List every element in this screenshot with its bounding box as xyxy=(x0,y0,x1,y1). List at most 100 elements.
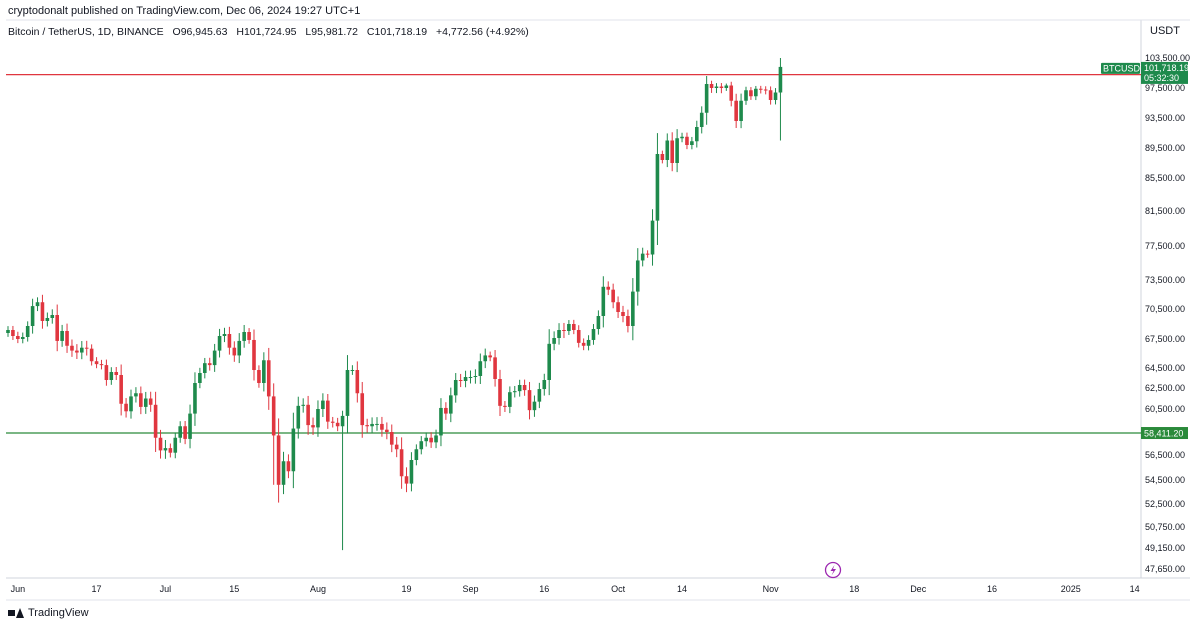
candle xyxy=(355,361,360,403)
candle xyxy=(640,247,645,267)
price-tick-label: 89,500.00 xyxy=(1145,143,1185,153)
candle xyxy=(567,320,571,335)
candle xyxy=(493,350,497,387)
candle xyxy=(247,328,251,344)
tradingview-logo[interactable]: TradingView xyxy=(8,606,89,620)
last-price-value: 101,718.19 xyxy=(1144,63,1189,73)
candle xyxy=(360,381,365,438)
horizontal-levels[interactable] xyxy=(6,73,1141,434)
candle xyxy=(655,133,660,245)
time-tick-label: 16 xyxy=(539,584,549,594)
time-tick-label: Aug xyxy=(310,584,326,594)
candle xyxy=(266,347,271,410)
candle xyxy=(665,133,670,168)
candle xyxy=(321,393,325,418)
candle xyxy=(449,387,453,423)
price-tick-label: 54,500.00 xyxy=(1145,475,1185,485)
candle xyxy=(227,326,232,355)
candle xyxy=(94,357,99,369)
time-tick-label: Oct xyxy=(611,584,626,594)
candle xyxy=(434,429,438,449)
price-tick-label: 93,500.00 xyxy=(1145,113,1185,123)
candle xyxy=(606,281,611,296)
candle xyxy=(276,418,281,503)
price-axis[interactable]: 103,500.00 97,500.00 93,500.00 89,500.00 85,… xyxy=(1145,53,1190,574)
symbol-legend: Bitcoin / TetherUS, 1D, BINANCE O96,945.… xyxy=(8,26,535,38)
candle xyxy=(16,331,20,344)
candle xyxy=(60,324,64,347)
time-tick-label: 2025 xyxy=(1061,584,1081,594)
price-tick-label: 81,500.00 xyxy=(1145,206,1185,216)
candle xyxy=(203,357,207,379)
candle xyxy=(316,400,320,437)
candle xyxy=(547,329,551,396)
candle xyxy=(271,383,276,485)
candle xyxy=(350,365,355,375)
candle xyxy=(631,278,635,341)
time-tick-label: Jul xyxy=(160,584,172,594)
candle xyxy=(153,391,158,452)
time-axis[interactable]: Jun 17 Jul 15 Aug 19 Sep 16 Oct 14 Nov 18 Dec 16 2025 1… xyxy=(11,584,1200,594)
time-tick-label: Nov xyxy=(763,584,780,594)
lightning-icon[interactable] xyxy=(824,561,842,579)
candle xyxy=(532,395,537,417)
candle xyxy=(311,417,315,435)
candle xyxy=(714,83,719,94)
candle xyxy=(252,329,256,381)
candle xyxy=(414,444,419,466)
candle xyxy=(40,294,45,329)
candle xyxy=(148,391,153,412)
candle xyxy=(616,296,620,318)
candle xyxy=(670,132,674,172)
candle xyxy=(749,87,753,100)
level-price-tag: 58,411.20 xyxy=(1141,427,1188,440)
candle xyxy=(719,83,724,94)
brand-name: TradingView xyxy=(28,607,89,619)
candle xyxy=(262,352,266,392)
price-tick-label: 85,500.00 xyxy=(1145,173,1185,183)
candle xyxy=(11,325,15,341)
candle xyxy=(778,58,783,141)
price-tick-label: 67,500.00 xyxy=(1145,334,1185,344)
ohlc-low: L95,981.72 xyxy=(305,26,358,38)
ohlc-open: O96,945.63 xyxy=(172,26,228,38)
candle xyxy=(611,283,615,309)
candle xyxy=(704,75,709,125)
candle xyxy=(188,404,192,449)
candle xyxy=(527,381,532,420)
candle xyxy=(119,364,123,416)
candle xyxy=(409,452,414,492)
candle xyxy=(20,332,25,344)
candle xyxy=(429,432,433,448)
candle xyxy=(326,393,330,429)
candle xyxy=(572,319,576,335)
candle xyxy=(168,443,173,458)
symbol-name[interactable]: Bitcoin / TetherUS, 1D, BINANCE xyxy=(8,26,164,38)
price-tick-label: 60,500.00 xyxy=(1145,404,1185,414)
candle xyxy=(473,369,478,384)
candle xyxy=(217,328,222,358)
candle xyxy=(134,387,138,403)
price-tick-label: 52,500.00 xyxy=(1145,499,1185,509)
candle xyxy=(626,309,630,333)
publisher-line: cryptodonalt published on TradingView.co… xyxy=(8,5,361,17)
candle xyxy=(212,343,217,372)
candle xyxy=(114,367,119,381)
candle xyxy=(478,353,483,384)
price-scale-currency[interactable]: USDT xyxy=(1150,25,1180,37)
price-tick-label: 50,750.00 xyxy=(1145,522,1185,532)
candle xyxy=(158,429,163,459)
tradingview-logo-icon xyxy=(8,608,24,618)
price-tick-label: 97,500.00 xyxy=(1145,83,1185,93)
price-tick-label: 70,500.00 xyxy=(1145,304,1185,314)
candle xyxy=(242,324,246,348)
candle xyxy=(25,321,30,342)
candle xyxy=(537,382,542,409)
candle xyxy=(758,85,763,94)
candle xyxy=(399,437,404,489)
candle xyxy=(483,348,488,369)
candle xyxy=(635,248,640,306)
candle xyxy=(709,80,714,93)
candle xyxy=(453,373,458,403)
